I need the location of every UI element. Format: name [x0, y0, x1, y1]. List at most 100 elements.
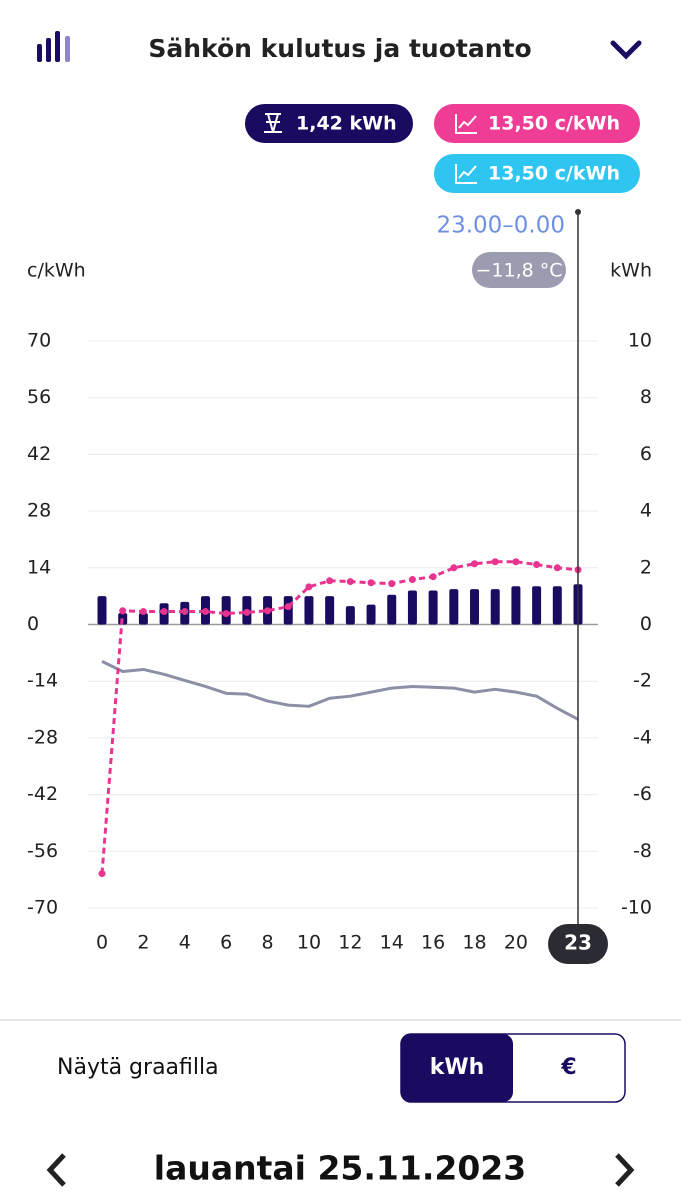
hour-badge	[548, 924, 608, 964]
price-alt-badge[interactable]	[434, 154, 640, 193]
point	[367, 579, 375, 587]
point	[222, 610, 230, 618]
bar	[470, 589, 480, 625]
dropdown-chevron[interactable]	[610, 40, 642, 60]
toggle-option-active[interactable]	[401, 1034, 513, 1102]
point	[429, 573, 437, 581]
y-tick-label: -14	[27, 670, 58, 692]
y2-tick-label: -10	[621, 897, 652, 919]
toggle-option[interactable]: kWh	[430, 1055, 485, 1080]
y2-tick-label: -6	[633, 783, 652, 805]
bar	[490, 589, 500, 625]
chart-icon[interactable]	[37, 31, 70, 62]
y-tick-label: -42	[27, 783, 58, 805]
y-tick-label: -56	[27, 840, 58, 862]
price-badge[interactable]	[434, 104, 640, 143]
title: Sähkön kulutus ja tuotanto	[148, 34, 531, 63]
bar	[283, 596, 293, 625]
point	[471, 560, 479, 568]
point	[201, 608, 209, 616]
bar	[532, 586, 542, 625]
y2-tick-label: 0	[640, 613, 652, 635]
point	[264, 607, 272, 615]
point	[139, 608, 147, 616]
x-tick-label: 10	[297, 932, 321, 954]
y2-tick-label: 6	[640, 443, 652, 465]
consumption-value: 1,42 kWh	[296, 113, 397, 135]
bar	[366, 604, 376, 625]
trend-icon	[455, 164, 477, 184]
y2-tick-label: 2	[640, 556, 652, 578]
point	[284, 603, 292, 611]
temperature-value: −11,8 °C	[475, 260, 562, 282]
price-alt-value: 13,50 c/kWh	[488, 163, 620, 185]
x-tick-label: 2	[137, 932, 149, 954]
point	[450, 564, 458, 572]
point	[346, 578, 354, 586]
y-tick-label: 0	[27, 613, 39, 635]
bar	[138, 613, 148, 625]
toggle-option[interactable]: €	[560, 1055, 576, 1080]
point	[98, 870, 106, 878]
cursor-top	[575, 209, 581, 215]
point	[533, 561, 541, 569]
price-value: 13,50 c/kWh	[488, 113, 620, 135]
x-tick-label: 6	[220, 932, 232, 954]
y-tick-label: 56	[27, 386, 51, 408]
bar	[428, 590, 438, 625]
point	[491, 558, 499, 566]
y-tick-label: -70	[27, 897, 58, 919]
x-tick-label: 0	[96, 932, 108, 954]
y2-tick-label: -8	[633, 840, 652, 862]
plot: -70-56-42-28-1401428425670-10-8-6-4-2024…	[27, 209, 652, 964]
bar	[325, 596, 335, 625]
point	[119, 607, 127, 615]
y2-axis-label: kWh	[610, 260, 652, 282]
bar	[387, 594, 397, 625]
x-tick-label: 18	[462, 932, 486, 954]
x-tick-label: 16	[421, 932, 445, 954]
prev-day[interactable]	[46, 1153, 66, 1187]
x-tick-label: 14	[380, 932, 404, 954]
bar	[304, 596, 314, 625]
x-tick-label: 12	[338, 932, 362, 954]
temperature-badge	[472, 252, 566, 288]
bar	[449, 589, 459, 625]
point	[388, 580, 396, 588]
bar	[552, 586, 562, 625]
bar	[97, 596, 107, 625]
point	[305, 583, 313, 591]
point	[553, 564, 561, 572]
y-tick-label: 70	[27, 330, 51, 352]
bar	[511, 586, 521, 625]
y-tick-label: 28	[27, 500, 51, 522]
y-tick-label: 42	[27, 443, 51, 465]
toggle-label: Näytä graafilla	[57, 1055, 219, 1080]
hour-label: 23	[564, 931, 592, 955]
tooltip-time: 23.00–0.00	[436, 213, 565, 239]
consumption-badge[interactable]	[245, 104, 413, 143]
x-tick-label: 8	[262, 932, 274, 954]
point	[512, 558, 520, 566]
y2-tick-label: 8	[640, 386, 652, 408]
date: lauantai 25.11.2023	[154, 1149, 526, 1188]
y2-tick-label: -2	[633, 670, 652, 692]
y2-tick-label: -4	[633, 726, 652, 748]
point	[326, 577, 334, 585]
x-tick-label: 4	[179, 932, 191, 954]
bar	[345, 606, 355, 625]
y-tick-label: 14	[27, 556, 51, 578]
y2-tick-label: 10	[628, 330, 652, 352]
point	[408, 576, 416, 584]
trend-icon	[455, 114, 477, 134]
bar	[407, 590, 417, 625]
line	[101, 660, 579, 721]
y2-tick-label: 4	[640, 500, 652, 522]
next-day[interactable]	[615, 1153, 635, 1187]
y-axis-label: c/kWh	[27, 260, 86, 282]
point	[181, 608, 189, 616]
x-tick-label: 20	[504, 932, 528, 954]
